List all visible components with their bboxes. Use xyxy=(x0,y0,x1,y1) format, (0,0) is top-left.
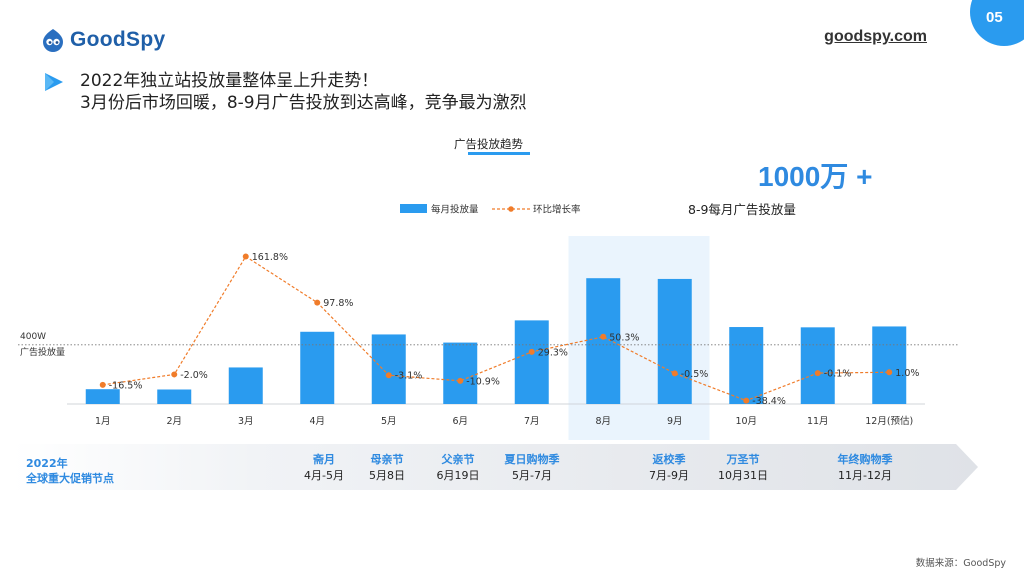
timeline-title: 2022年 全球重大促销节点 xyxy=(26,456,114,486)
growth-label-6月: -10.9% xyxy=(466,376,500,387)
goodspy-logo: GoodSpy xyxy=(40,27,165,53)
growth-point-4月 xyxy=(314,299,321,306)
growth-point-10月 xyxy=(743,397,750,404)
timeline-event-date: 10月31日 xyxy=(718,469,768,482)
timeline-event-date: 11月-12月 xyxy=(838,469,892,482)
timeline-event-name: 斋月 xyxy=(313,453,335,466)
chart-title: 广告投放趋势 xyxy=(454,137,523,151)
callout-caption: 8-9每月广告投放量 xyxy=(688,202,796,217)
headline-line2: 3月份后市场回暖，8-9月广告投放到达高峰，竞争最为激烈 xyxy=(80,93,527,113)
timeline-event: 年终购物季 11月-12月 xyxy=(838,452,893,484)
growth-label-5月: -3.1% xyxy=(395,371,423,382)
timeline-event-name: 年终购物季 xyxy=(837,453,893,466)
timeline-event-name: 返校季 xyxy=(652,453,686,466)
ad-volume-chart: 每月投放量 环比增长率 400W 广告投放量 -16.5% -2.0% 161.8% 97.8… xyxy=(18,204,958,440)
growth-rate-line xyxy=(102,255,890,402)
legend-bar-swatch xyxy=(400,204,427,213)
legend-line-label: 环比增长率 xyxy=(533,204,581,216)
timeline-event-name: 夏日购物季 xyxy=(504,453,560,466)
bar-4月 xyxy=(300,331,335,404)
reference-label-top: 400W xyxy=(20,332,46,342)
reference-label-bottom: 广告投放量 xyxy=(20,346,65,358)
page-number: 05 xyxy=(986,9,1003,26)
bar-9月 xyxy=(657,278,692,404)
bar-5月 xyxy=(371,334,406,404)
site-link[interactable]: goodspy.com xyxy=(824,28,927,45)
growth-point-12月(预估) xyxy=(886,369,893,376)
bar-1月 xyxy=(85,389,120,404)
x-tick-3月: 3月 xyxy=(238,416,254,427)
x-tick-5月: 5月 xyxy=(381,416,397,427)
growth-point-3月 xyxy=(242,253,249,260)
timeline-event-name: 母亲节 xyxy=(370,453,404,466)
growth-point-5月 xyxy=(385,372,392,379)
bar-8月 xyxy=(586,278,621,404)
timeline-title-line2: 全球重大促销节点 xyxy=(26,472,114,485)
timeline-event: 母亲节 5月8日 xyxy=(369,452,405,484)
x-tick-11月: 11月 xyxy=(807,416,829,427)
x-tick-2月: 2月 xyxy=(166,416,182,427)
callout-value: 1000万 + xyxy=(758,161,873,192)
growth-label-2月: -2.0% xyxy=(180,370,208,381)
timeline-event: 万圣节 10月31日 xyxy=(718,452,768,484)
growth-point-8月 xyxy=(600,333,607,340)
bar-6月 xyxy=(443,342,478,404)
growth-label-1月: -16.5% xyxy=(109,380,143,391)
legend-bar-label: 每月投放量 xyxy=(431,204,479,216)
x-tick-8月: 8月 xyxy=(595,416,611,427)
bar-3月 xyxy=(228,367,263,404)
growth-label-10月: -38.4% xyxy=(752,396,786,407)
x-tick-1月: 1月 xyxy=(95,416,111,427)
growth-label-8月: 50.3% xyxy=(609,332,639,343)
growth-label-12月(预估): 1.0% xyxy=(895,368,919,379)
x-tick-6月: 6月 xyxy=(452,416,468,427)
growth-label-7月: 29.3% xyxy=(538,347,568,358)
bar-12月(预估) xyxy=(872,326,907,404)
legend-line-marker xyxy=(508,206,514,212)
growth-point-1月 xyxy=(99,381,106,388)
growth-point-2月 xyxy=(171,371,178,378)
growth-point-9月 xyxy=(671,370,678,377)
growth-label-11月: -0.1% xyxy=(824,369,852,380)
x-tick-12月(预估): 12月(预估) xyxy=(865,415,913,427)
play-arrow-icon xyxy=(45,73,63,91)
headline-line1: 2022年独立站投放量整体呈上升走势！ xyxy=(80,71,379,91)
data-source: 数据来源：GoodSpy xyxy=(915,558,1006,569)
timeline-event: 返校季 7月-9月 xyxy=(649,452,689,484)
timeline-event-date: 4月-5月 xyxy=(304,469,344,482)
growth-point-6月 xyxy=(457,377,464,384)
timeline-event: 斋月 4月-5月 xyxy=(304,452,344,484)
timeline-event-name: 万圣节 xyxy=(726,453,760,466)
timeline-event-date: 7月-9月 xyxy=(649,469,689,482)
x-tick-10月: 10月 xyxy=(735,416,757,427)
bar-2月 xyxy=(157,389,192,404)
headline: 2022年独立站投放量整体呈上升走势！ 3月份后市场回暖，8-9月广告投放到达高… xyxy=(80,70,527,114)
timeline-event-date: 5月8日 xyxy=(369,469,405,482)
growth-point-11月 xyxy=(814,370,821,377)
brand-name: GoodSpy xyxy=(70,28,166,51)
bar-10月 xyxy=(729,327,764,404)
growth-point-7月 xyxy=(528,348,535,355)
growth-label-3月: 161.8% xyxy=(252,252,288,263)
timeline-event-date: 5月-7月 xyxy=(512,469,552,482)
bar-7月 xyxy=(514,320,549,404)
growth-label-9月: -0.5% xyxy=(681,369,709,380)
bar-11月 xyxy=(800,327,835,404)
x-tick-4月: 4月 xyxy=(309,416,325,427)
timeline-arrow xyxy=(12,444,978,490)
timeline-title-line1: 2022年 xyxy=(26,457,68,470)
x-tick-9月: 9月 xyxy=(667,416,683,427)
timeline-event-date: 6月19日 xyxy=(436,469,480,482)
goodspy-logo-icon xyxy=(43,29,63,52)
timeline-event: 夏日购物季 5月-7月 xyxy=(505,452,560,484)
timeline-event-name: 父亲节 xyxy=(441,453,475,466)
x-tick-7月: 7月 xyxy=(524,416,540,427)
chart-title-underline xyxy=(468,152,530,155)
growth-label-4月: 97.8% xyxy=(323,298,353,309)
timeline-event: 父亲节 6月19日 xyxy=(437,452,480,484)
